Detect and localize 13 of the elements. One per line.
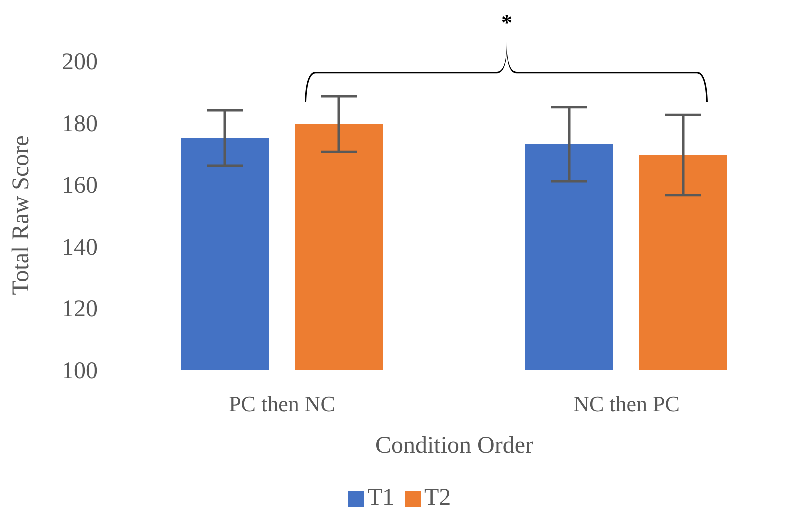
y-tick-label: 200 [62, 50, 98, 76]
legend-label: T2 [424, 485, 452, 511]
x-axis-title: Condition Order [376, 433, 534, 459]
y-tick-label: 140 [62, 234, 98, 261]
y-tick-label: 100 [62, 358, 98, 385]
x-tick-label: NC then PC [574, 392, 680, 417]
legend-label: T1 [368, 485, 394, 511]
y-tick-label: 120 [62, 296, 98, 323]
y-tick-label: 180 [62, 111, 98, 138]
x-tick-label: PC then NC [229, 392, 336, 417]
y-tick-label: 160 [62, 173, 98, 200]
text: * [502, 10, 512, 35]
y-axis-title: Total Raw Score [8, 136, 35, 296]
